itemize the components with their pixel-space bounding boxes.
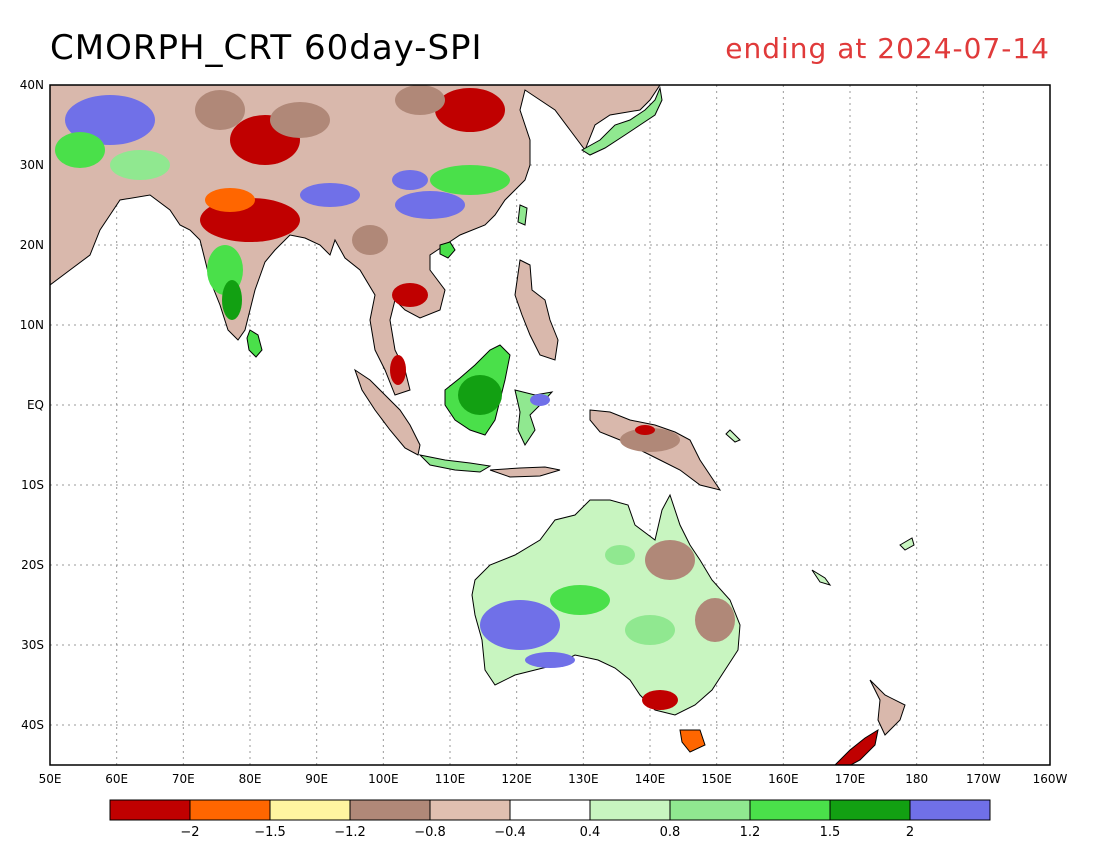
legend-tick-label: 0.4 [580, 825, 601, 840]
lat-tick-label: 40N [20, 78, 44, 92]
lon-tick-label: 90E [305, 772, 328, 786]
legend-color-swatch [269, 799, 351, 821]
legend-color-swatch [829, 799, 911, 821]
lat-tick-label: 20S [21, 558, 44, 572]
java-island [418, 454, 492, 473]
legend-tick-label: 0.8 [660, 825, 681, 840]
lon-tick-label: 70E [172, 772, 195, 786]
tasmania-island [679, 729, 706, 753]
sri-lanka [246, 329, 263, 358]
legend-tick-label: 2 [906, 825, 914, 840]
color-legend: −2 −1.5 −1.2 −0.8 −0.4 0.4 0.8 1.2 1.5 2 [109, 799, 991, 840]
sulawesi-island [514, 389, 554, 447]
lat-tick-label: 30S [21, 638, 44, 652]
lon-tick-label: 120E [501, 772, 532, 786]
date-subtitle: ending at 2024-07-14 [725, 32, 1050, 65]
lon-tick-label: 170W [966, 772, 1001, 786]
legend-tick-label: −1.2 [334, 825, 366, 840]
new-caledonia-island [811, 569, 832, 586]
lon-tick-label: 160E [768, 772, 799, 786]
lat-tick-label: 10S [21, 478, 44, 492]
lon-tick-label: 180 [905, 772, 928, 786]
sumatra-island [354, 368, 421, 456]
land-layer [50, 85, 915, 765]
new-zealand-south-island [834, 728, 879, 765]
map-title: CMORPH_CRT 60day-SPI [50, 28, 483, 68]
japan-islands [581, 86, 663, 156]
lon-tick-label: 150E [701, 772, 732, 786]
map-frame [49, 84, 1051, 766]
legend-tick-label: 1.2 [740, 825, 761, 840]
axis-labels: 50E 60E 70E 80E 90E 100E 110E 120E 130E 140E 150E 1… [20, 78, 1068, 786]
lon-tick-label: 110E [435, 772, 466, 786]
legend-tick-label: −2 [180, 825, 199, 840]
lat-tick-label: 30N [20, 158, 44, 172]
legend-color-swatch [349, 799, 431, 821]
lat-tick-label: 40S [21, 718, 44, 732]
lon-tick-label: 60E [105, 772, 128, 786]
legend-color-swatch [109, 799, 191, 821]
legend-color-swatch [669, 799, 751, 821]
lat-tick-label: 20N [20, 238, 44, 252]
lesser-sunda-islands [489, 466, 561, 478]
legend-color-swatch [589, 799, 671, 821]
lon-tick-label: 160W [1033, 772, 1068, 786]
lat-tick-label: 10N [20, 318, 44, 332]
legend-color-swatch [749, 799, 831, 821]
lon-tick-label: 80E [239, 772, 262, 786]
lon-tick-label: 140E [635, 772, 666, 786]
lon-tick-label: 170E [835, 772, 866, 786]
legend-color-swatch [189, 799, 271, 821]
legend-color-swatch [509, 799, 591, 821]
taiwan-island [517, 204, 528, 226]
fiji-island [899, 537, 915, 551]
legend-tick-label: −0.4 [494, 825, 526, 840]
solomon-islands [725, 429, 741, 443]
lon-tick-label: 50E [39, 772, 62, 786]
lat-tick-label: EQ [27, 398, 44, 412]
lon-tick-label: 130E [568, 772, 599, 786]
legend-color-swatch [909, 799, 991, 821]
legend-tick-label: −1.5 [254, 825, 286, 840]
philippines-islands [514, 259, 559, 361]
hainan-island [439, 241, 456, 259]
legend-color-swatch [429, 799, 511, 821]
legend-tick-label: 1.5 [820, 825, 841, 840]
lon-tick-label: 100E [368, 772, 399, 786]
spi-anomaly-patches [55, 85, 735, 710]
legend-tick-label: −0.8 [414, 825, 446, 840]
new-zealand-north-island [869, 679, 906, 736]
